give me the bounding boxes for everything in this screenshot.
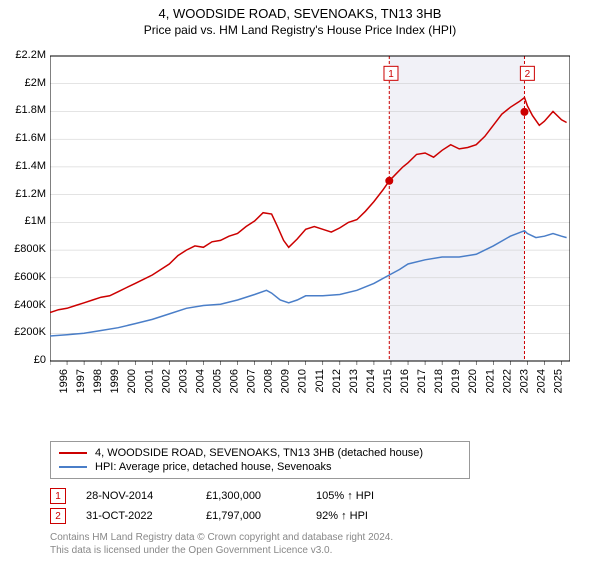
- svg-text:1999: 1999: [109, 369, 121, 393]
- marker-row: 1 28-NOV-2014 £1,300,000 105% ↑ HPI: [50, 486, 416, 506]
- svg-text:2019: 2019: [450, 369, 462, 393]
- svg-text:2014: 2014: [365, 369, 377, 393]
- svg-text:2010: 2010: [297, 369, 309, 393]
- chart-area: 1 2 1995 1996 1997 1998 1999 2000 2001 2002 2003 20…: [50, 51, 570, 406]
- svg-text:1998: 1998: [92, 369, 104, 393]
- attribution-line: Contains HM Land Registry data © Crown c…: [50, 531, 393, 544]
- y-tick-label: £1.6M: [0, 132, 46, 144]
- svg-text:2018: 2018: [433, 369, 445, 393]
- svg-text:2011: 2011: [314, 369, 326, 393]
- y-tick-label: £600K: [0, 271, 46, 283]
- y-tick-label: £0: [0, 354, 46, 366]
- marker-index-box: 1: [50, 488, 66, 504]
- svg-text:2013: 2013: [348, 369, 360, 393]
- y-tick-label: £1M: [0, 215, 46, 227]
- svg-text:2008: 2008: [263, 369, 275, 393]
- legend-swatch: [59, 452, 87, 454]
- legend: 4, WOODSIDE ROAD, SEVENOAKS, TN13 3HB (d…: [50, 441, 470, 479]
- marker-date: 28-NOV-2014: [86, 490, 206, 502]
- legend-label: HPI: Average price, detached house, Seve…: [95, 461, 331, 473]
- marker-index-box: 2: [50, 508, 66, 524]
- legend-item: HPI: Average price, detached house, Seve…: [59, 460, 461, 474]
- svg-text:2020: 2020: [467, 369, 479, 393]
- marker-date: 31-OCT-2022: [86, 510, 206, 522]
- svg-text:1996: 1996: [58, 369, 70, 393]
- marker-pct: 105% ↑ HPI: [316, 490, 416, 502]
- svg-text:2005: 2005: [211, 369, 223, 393]
- svg-text:2024: 2024: [535, 369, 547, 393]
- svg-text:1997: 1997: [75, 369, 87, 393]
- legend-swatch: [59, 466, 87, 468]
- y-tick-label: £400K: [0, 299, 46, 311]
- y-tick-label: £1.4M: [0, 160, 46, 172]
- y-tick-label: £200K: [0, 326, 46, 338]
- marker-row: 2 31-OCT-2022 £1,797,000 92% ↑ HPI: [50, 506, 416, 526]
- svg-text:2: 2: [525, 69, 531, 80]
- y-tick-label: £1.2M: [0, 188, 46, 200]
- svg-text:2017: 2017: [416, 369, 428, 393]
- svg-text:2001: 2001: [143, 369, 155, 393]
- marker-price: £1,300,000: [206, 490, 316, 502]
- marker-pct: 92% ↑ HPI: [316, 510, 416, 522]
- svg-text:2015: 2015: [382, 369, 394, 393]
- chart-title: 4, WOODSIDE ROAD, SEVENOAKS, TN13 3HB: [0, 6, 600, 21]
- svg-text:2007: 2007: [246, 369, 258, 393]
- marker-table: 1 28-NOV-2014 £1,300,000 105% ↑ HPI 2 31…: [50, 486, 416, 526]
- y-tick-label: £1.8M: [0, 104, 46, 116]
- svg-text:2003: 2003: [177, 369, 189, 393]
- attribution-line: This data is licensed under the Open Gov…: [50, 544, 393, 557]
- svg-text:2012: 2012: [331, 369, 343, 393]
- svg-text:2002: 2002: [160, 369, 172, 393]
- chart-subtitle: Price paid vs. HM Land Registry's House …: [0, 23, 600, 37]
- svg-text:1995: 1995: [50, 369, 53, 393]
- y-tick-label: £800K: [0, 243, 46, 255]
- y-tick-label: £2M: [0, 77, 46, 89]
- svg-text:2016: 2016: [399, 369, 411, 393]
- legend-item: 4, WOODSIDE ROAD, SEVENOAKS, TN13 3HB (d…: [59, 446, 461, 460]
- svg-text:2023: 2023: [518, 369, 530, 393]
- legend-label: 4, WOODSIDE ROAD, SEVENOAKS, TN13 3HB (d…: [95, 447, 423, 459]
- marker-price: £1,797,000: [206, 510, 316, 522]
- attribution: Contains HM Land Registry data © Crown c…: [50, 531, 393, 557]
- svg-text:2025: 2025: [552, 369, 564, 393]
- svg-text:1: 1: [388, 69, 394, 80]
- svg-text:2021: 2021: [484, 369, 496, 393]
- y-tick-label: £2.2M: [0, 49, 46, 61]
- svg-text:2000: 2000: [126, 369, 138, 393]
- svg-text:2022: 2022: [501, 369, 513, 393]
- svg-text:2004: 2004: [194, 369, 206, 393]
- svg-text:2009: 2009: [280, 369, 292, 393]
- svg-text:2006: 2006: [229, 369, 241, 393]
